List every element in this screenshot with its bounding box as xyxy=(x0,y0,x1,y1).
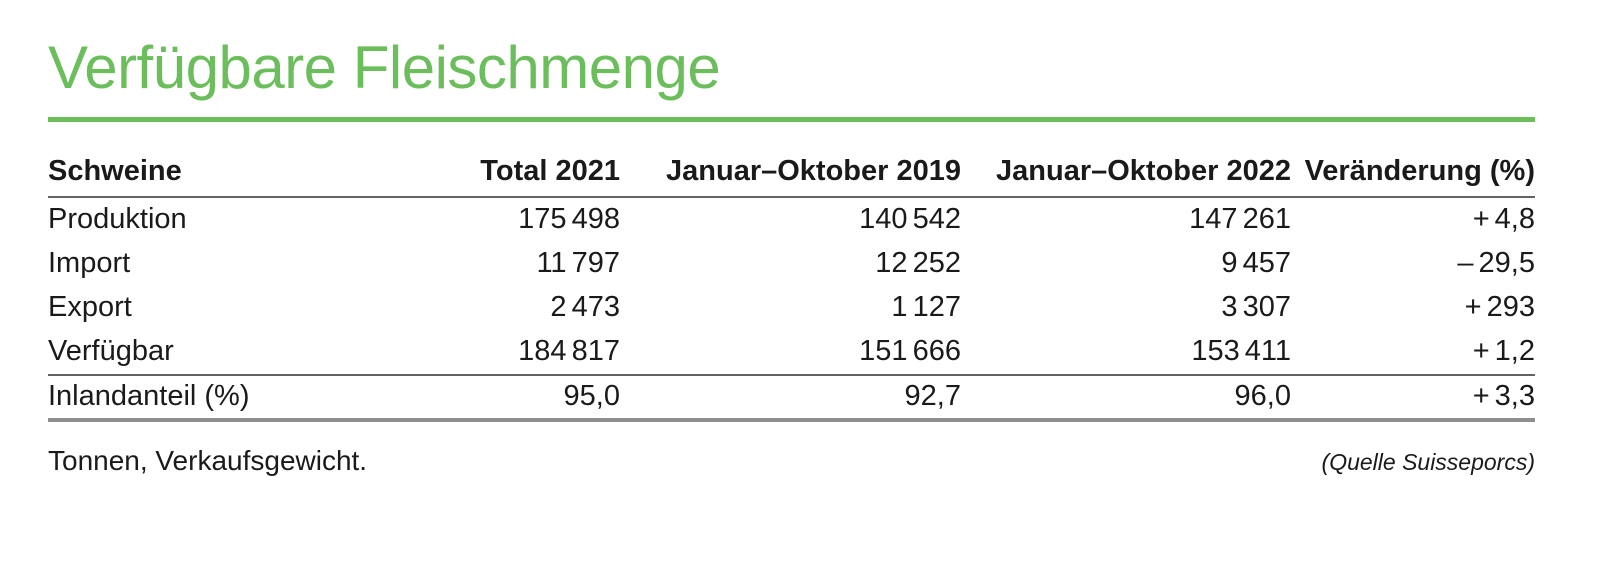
cell-jan-okt-2022: 3 307 xyxy=(1221,291,1291,323)
column-header-schweine: Schweine xyxy=(48,155,182,187)
cell-veraenderung: + 1,2 xyxy=(1472,335,1535,367)
column-header-veraenderung: Veränderung (%) xyxy=(1304,155,1535,187)
cell-jan-okt-2019: 1 127 xyxy=(891,291,961,323)
row-label: Inlandanteil (%) xyxy=(48,380,250,412)
cell-total-2021: 95,0 xyxy=(563,380,620,412)
cell-jan-okt-2022: 96,0 xyxy=(1234,380,1291,412)
cell-jan-okt-2019: 151 666 xyxy=(859,335,961,367)
table-row-import: Import 11 797 12 252 9 457 – 29,5 xyxy=(48,242,1535,286)
cell-jan-okt-2019: 12 252 xyxy=(875,247,961,279)
title-accent-rule xyxy=(48,117,1535,122)
cell-veraenderung: + 4,8 xyxy=(1472,203,1535,235)
cell-veraenderung: – 29,5 xyxy=(1457,247,1535,279)
footnote: Tonnen, Verkaufsgewicht. xyxy=(48,445,368,476)
cell-total-2021: 175 498 xyxy=(518,203,620,235)
column-header-januar-oktober-2022: Januar–Oktober 2022 xyxy=(996,155,1291,187)
cell-veraenderung: + 3,3 xyxy=(1472,380,1535,412)
cell-jan-okt-2022: 147 261 xyxy=(1189,203,1291,235)
table-footer: Tonnen, Verkaufsgewicht. (Quelle Suissep… xyxy=(48,445,1535,477)
row-label: Produktion xyxy=(48,203,187,235)
row-label: Export xyxy=(48,291,132,323)
table-row-inlandanteil: Inlandanteil (%) 95,0 92,7 96,0 + 3,3 xyxy=(48,375,1535,420)
cell-jan-okt-2019: 140 542 xyxy=(859,203,961,235)
cell-jan-okt-2022: 153 411 xyxy=(1191,335,1291,367)
cell-jan-okt-2022: 9 457 xyxy=(1221,247,1291,279)
source-note: (Quelle Suisseporcs) xyxy=(1321,449,1535,475)
table-row-produktion: Produktion 175 498 140 542 147 261 + 4,8 xyxy=(48,197,1535,242)
column-header-total-2021: Total 2021 xyxy=(480,155,620,187)
cell-veraenderung: + 293 xyxy=(1464,291,1535,323)
page-title: Verfügbare Fleischmenge xyxy=(48,34,721,101)
cell-total-2021: 184 817 xyxy=(518,335,620,367)
cell-jan-okt-2019: 92,7 xyxy=(904,380,961,412)
cell-total-2021: 2 473 xyxy=(550,291,620,323)
row-label: Import xyxy=(48,247,131,279)
table-row-verfuegbar: Verfügbar 184 817 151 666 153 411 + 1,2 xyxy=(48,330,1535,375)
table-row-export: Export 2 473 1 127 3 307 + 293 xyxy=(48,286,1535,330)
column-header-januar-oktober-2019: Januar–Oktober 2019 xyxy=(666,155,961,187)
row-label: Verfügbar xyxy=(48,335,174,367)
meat-availability-table: Schweine Total 2021 Januar–Oktober 2019 … xyxy=(48,134,1535,422)
cell-total-2021: 11 797 xyxy=(536,247,620,279)
table-header-row: Schweine Total 2021 Januar–Oktober 2019 … xyxy=(48,134,1535,197)
